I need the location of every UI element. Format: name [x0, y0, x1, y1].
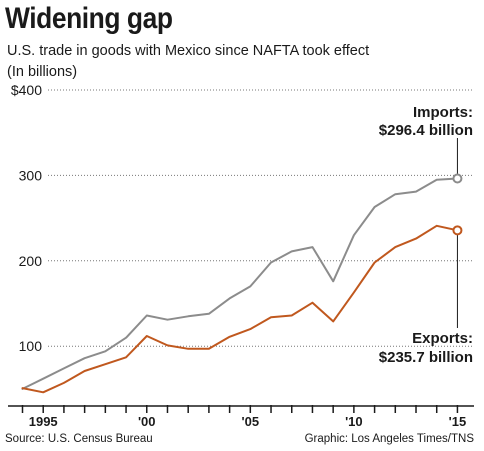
chart-title: Widening gap	[5, 2, 173, 35]
exports-end-marker	[452, 225, 463, 236]
x-tick-label-2010: '10	[345, 414, 363, 429]
x-axis: 1995 '00 '05 '10 '15	[8, 405, 474, 429]
x-tick-label-2005: '05	[242, 414, 260, 429]
units-label: (In billions)	[7, 64, 78, 80]
imports-label: Imports:	[413, 104, 473, 121]
gridlines	[48, 89, 474, 347]
y-axis-tick-labels: 100 200 300 $400	[11, 82, 42, 354]
x-tick-label-2015: '15	[449, 414, 467, 429]
imports-value: $296.4 billion	[379, 122, 473, 139]
imports-end-marker	[452, 173, 463, 184]
x-tick-label-2000: '00	[138, 414, 156, 429]
source-note: Source: U.S. Census Bureau	[5, 433, 153, 445]
exports-value: $235.7 billion	[379, 349, 473, 366]
y-tick-label-200: 200	[19, 253, 43, 269]
y-tick-label-300: 300	[19, 167, 43, 183]
y-tick-label-100: 100	[19, 338, 43, 354]
exports-label: Exports:	[412, 330, 473, 347]
y-tick-label-400: $400	[11, 82, 42, 98]
chart-subtitle: U.S. trade in goods with Mexico since NA…	[7, 43, 370, 59]
series-lines	[21, 177, 459, 394]
x-tick-label-1995: 1995	[29, 414, 58, 429]
annotations: Imports:$296.4 billion Exports: $235.7 bil…	[379, 104, 473, 366]
series-line-imports	[21, 177, 459, 390]
series-line-exports	[21, 224, 459, 394]
graphic-credit: Graphic: Los Angeles Times/TNS	[304, 433, 474, 445]
